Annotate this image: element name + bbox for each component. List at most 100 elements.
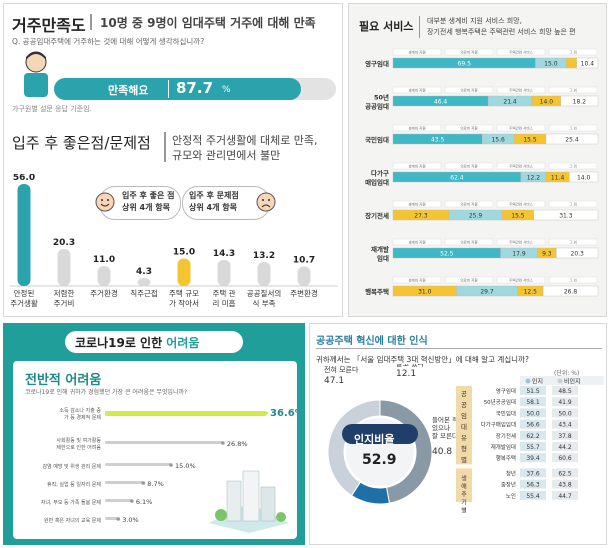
svc-legend-chip	[548, 162, 598, 170]
covid-bar-end	[141, 481, 146, 485]
pc-value-label: 11.0	[93, 255, 115, 265]
table-cell-value: 62.5	[558, 470, 572, 477]
table-group2-label: 별	[461, 506, 467, 514]
svc-legend-chip	[548, 200, 598, 208]
awareness-center-value: 52.9	[362, 452, 397, 468]
pie-value-label: 40.8	[432, 447, 452, 457]
svc-segment	[556, 247, 599, 259]
table-cell-bg	[520, 468, 546, 478]
svc-legend-chip	[496, 86, 546, 94]
covid-category-label: 감염 예방 및 위생 관리 문제	[42, 463, 101, 470]
svc-value-label: 11.4	[551, 175, 565, 182]
table-cell-bg	[552, 408, 578, 418]
svc-legend-label: 그 외	[569, 126, 577, 131]
table-group2-label: 생	[461, 474, 467, 482]
bad-badge-line1: 입주 후 문제점	[189, 191, 239, 200]
table-row-label: 청년	[506, 469, 516, 477]
table-cell-value: 43.8	[558, 482, 572, 489]
pros-cons-subtitle-1: 안정적 주거생활에 대체로 만족,	[172, 134, 318, 147]
svc-legend-chip	[496, 276, 546, 284]
svc-legend-label: 생계비 지원	[408, 50, 425, 55]
covid-bar-end	[130, 499, 134, 503]
pc-category-label: 주택 관	[212, 288, 235, 298]
svc-legend-label: 그 외	[569, 240, 577, 245]
pc-value-label: 4.3	[136, 267, 152, 277]
svc-legend-chip	[392, 86, 442, 94]
table-cell-bg	[552, 468, 578, 478]
bar-separator	[168, 80, 169, 98]
covid-value-label: 8.7%	[147, 480, 164, 488]
pc-category-label: 주거환경	[90, 288, 118, 298]
svc-value-label: 20.3	[571, 251, 585, 258]
covid-category-label: 가 등 경제적 문제	[64, 414, 101, 421]
covid-category-label: 원만 혹은 자녀의 교육 문제	[44, 517, 101, 524]
pc-category-label: 식 부족	[252, 299, 275, 308]
pc-bar	[217, 259, 231, 286]
svc-legend-chip	[392, 48, 442, 56]
table-cell-bg	[520, 453, 546, 463]
awareness-panel: 공공주택 혁신에 대한 인식 귀하께서는 「서울 임대주택 3대 혁신방안」에 …	[309, 323, 607, 545]
pc-category-label: 주거비	[54, 299, 75, 308]
svc-segment	[560, 95, 599, 107]
table-cell-value: 37.6	[526, 470, 540, 477]
covid-category-label: 사회활동 및 여가활동	[56, 437, 101, 444]
table-cell-bg	[520, 419, 546, 429]
covid-bar-end	[221, 441, 225, 445]
table-cell-bg	[520, 397, 546, 407]
person-icon	[24, 51, 48, 97]
svc-category-label: 매입임대	[365, 178, 389, 187]
svc-legend-label: 그 외	[569, 278, 577, 283]
svc-legend-label: 생계비 지원	[408, 126, 425, 131]
svc-legend-chip	[444, 48, 494, 56]
svc-legend-label: 생계비 지원	[408, 202, 425, 207]
legend-dot-aware	[525, 378, 531, 384]
table-group1-bg	[456, 386, 472, 465]
table-group1-label: 유	[461, 434, 467, 442]
table-group2-label: 기	[461, 498, 467, 506]
svc-value-label: 21.4	[503, 99, 517, 106]
svc-legend-label: 생계비 지원	[408, 88, 425, 93]
pc-category-label: 저렴한	[54, 289, 75, 298]
svc-legend-chip	[444, 86, 494, 94]
covid-bar	[105, 499, 132, 502]
covid-bar	[105, 411, 267, 416]
covid-bar	[105, 441, 223, 444]
covid-chart: 소득 감소나 지출 증가 등 경제적 문제 36.6% 사회활동 및 여가활동제한으…	[41, 407, 297, 524]
pc-bar	[97, 265, 111, 286]
table-group1-label: 공	[461, 401, 467, 409]
svc-legend-chip	[444, 200, 494, 208]
svc-legend-chip	[548, 124, 598, 132]
covid-subtitle: 전반적 어려움	[25, 373, 102, 388]
pc-category-label: 주변환경	[290, 288, 318, 298]
table-cell-value: 41.9	[558, 399, 572, 406]
svc-value-label: 15.5	[511, 213, 525, 220]
svc-segment	[569, 171, 599, 183]
svc-value-label: 12.5	[524, 289, 538, 296]
svc-legend-chip	[444, 124, 494, 132]
table-row-label: 다가구매입임대	[481, 421, 516, 429]
table-row-label: 행복주택	[496, 454, 516, 462]
pie-label: 잘 모른다	[432, 431, 458, 440]
svc-legend-chip	[392, 162, 442, 170]
table-group2-bg	[456, 468, 472, 502]
pie-label: 있으나	[432, 423, 450, 432]
svc-legend-chip	[496, 200, 546, 208]
svc-legend-label: 주택관련 서비스	[509, 50, 533, 55]
table-row-label: 영구임대	[496, 387, 516, 395]
table-group1-label: 임	[461, 412, 467, 420]
svc-legend-chip	[392, 238, 442, 246]
covid-bar	[105, 463, 171, 466]
svc-legend-chip	[496, 162, 546, 170]
pc-value-label: 56.0	[13, 174, 35, 183]
covid-bar	[105, 481, 144, 484]
table-cell-bg	[552, 386, 578, 395]
table-group1-label: 형	[461, 445, 467, 453]
svc-legend-label: 의료비 지원	[460, 240, 477, 245]
awareness-center-label: 인지비율	[354, 433, 395, 446]
table-cell-value: 58.1	[526, 399, 540, 406]
smile-face-icon	[95, 192, 115, 212]
svc-value-label: 14.0	[577, 175, 591, 182]
svc-value-label: 29.7	[480, 289, 494, 296]
covid-value-label: 26.8%	[227, 440, 248, 448]
